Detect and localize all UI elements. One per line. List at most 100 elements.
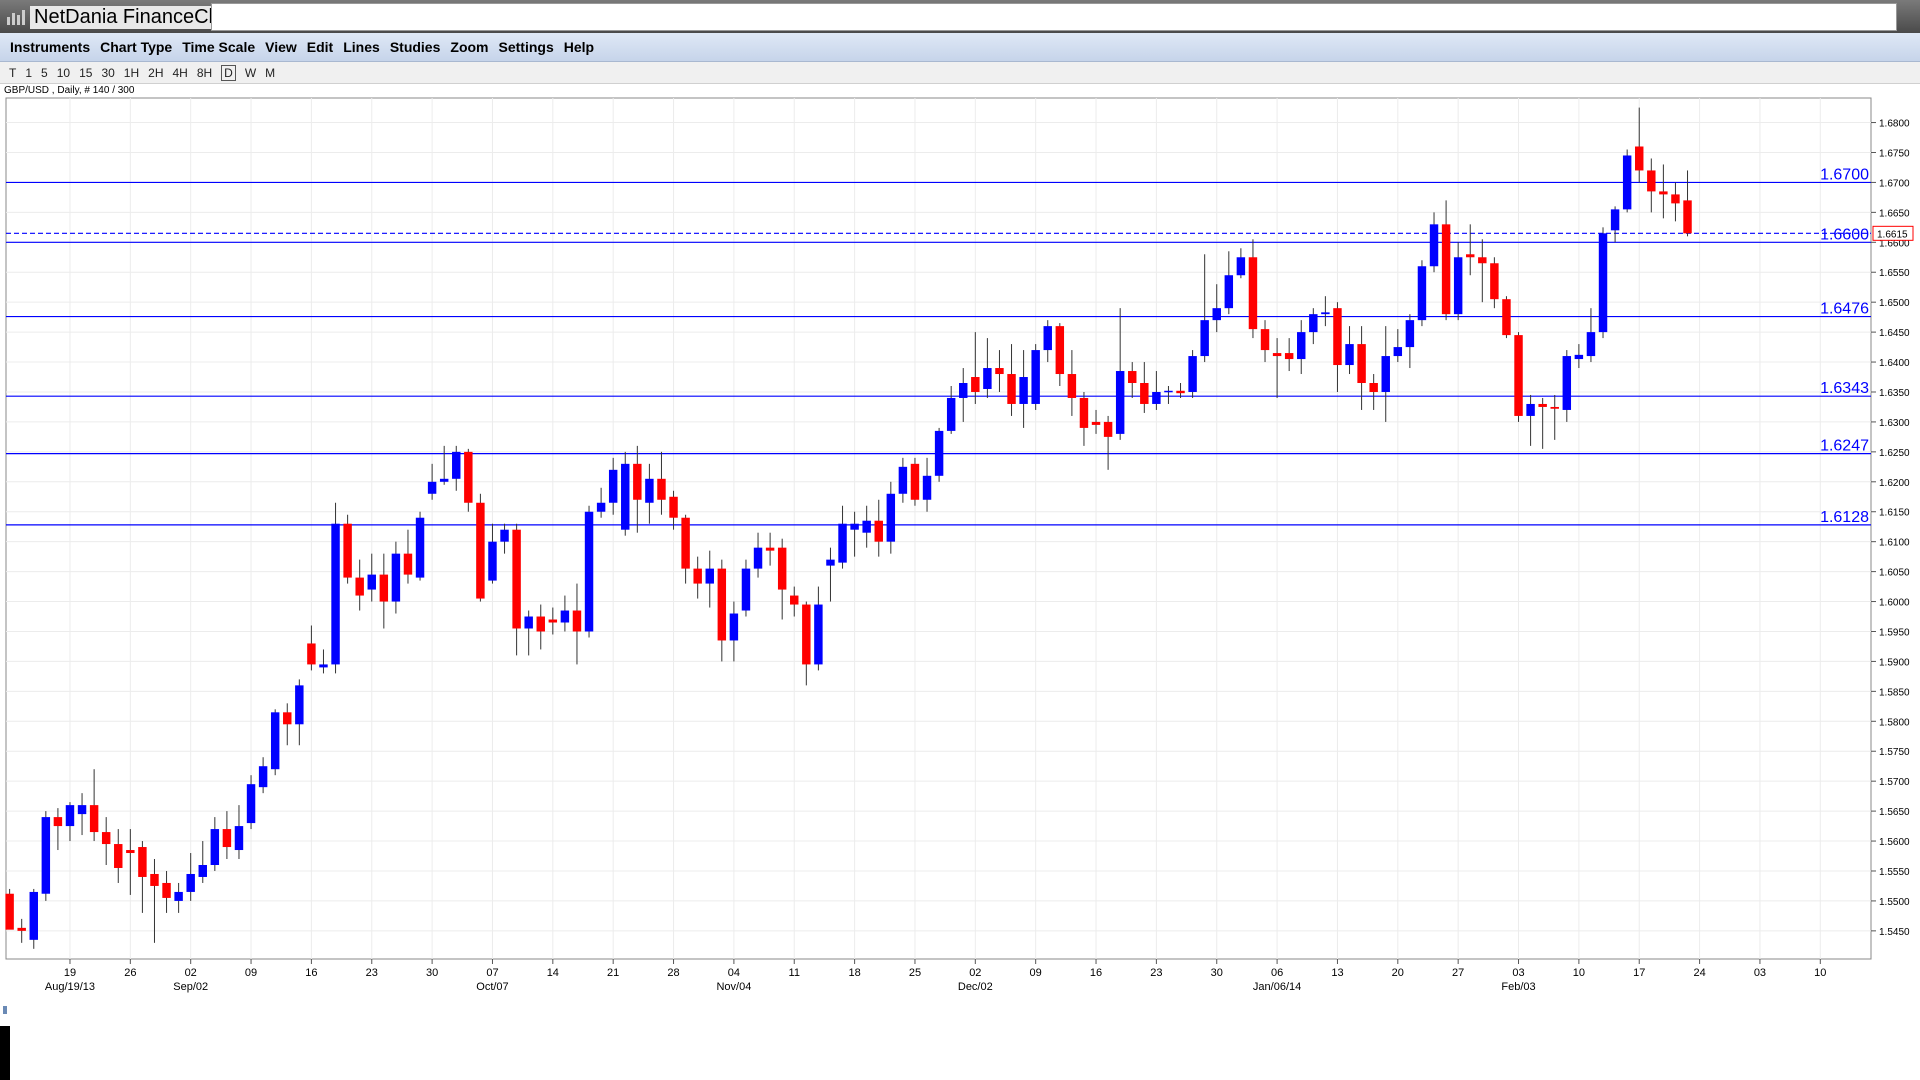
menu-item[interactable]: Chart Type (100, 39, 173, 55)
candle-body (1212, 308, 1221, 321)
x-period-label: Oct/07 (476, 981, 508, 993)
candle-body (1369, 383, 1378, 392)
y-tick-label: 1.6250 (1879, 448, 1910, 459)
toolbar-button[interactable]: W (244, 66, 257, 80)
candle-body (1164, 390, 1173, 393)
x-tick-label: 06 (1271, 967, 1283, 979)
y-tick-label: 1.5750 (1879, 747, 1910, 758)
y-tick-label: 1.5550 (1879, 867, 1910, 878)
title-field[interactable] (211, 3, 1897, 31)
candle-body (41, 817, 51, 894)
candle-body (29, 891, 38, 940)
menu-item[interactable]: Time Scale (182, 39, 256, 55)
candle-body (1297, 332, 1306, 360)
candle-body (222, 829, 232, 848)
candle-body (427, 481, 437, 494)
plot-area (5, 97, 1872, 960)
y-tick-label: 1.5850 (1879, 687, 1910, 698)
candle-body (1526, 403, 1535, 416)
candle-body (89, 805, 99, 833)
x-tick-label: 20 (1392, 967, 1404, 979)
candle-body (403, 553, 413, 575)
candle-body (1635, 146, 1644, 171)
candle-body (1140, 383, 1149, 404)
y-tick-label: 1.5500 (1879, 897, 1910, 908)
menu-item[interactable]: Studies (389, 39, 441, 55)
candle-body (1091, 421, 1101, 425)
y-tick-label: 1.5900 (1879, 657, 1910, 668)
candle-body (1659, 191, 1668, 195)
candle-body (343, 523, 352, 578)
candle-body (910, 463, 920, 500)
candle-body (1466, 254, 1475, 258)
candle-body (65, 805, 75, 827)
candle-body (1128, 371, 1137, 384)
menu-item[interactable]: View (265, 39, 297, 55)
candle-body (838, 523, 847, 563)
toolbar-button[interactable]: 2H (148, 66, 164, 80)
menu-item[interactable]: Help (563, 39, 595, 55)
candle-body (1393, 347, 1403, 357)
toolbar-button[interactable]: 10 (56, 66, 71, 80)
y-tick-label: 1.6750 (1879, 148, 1910, 159)
candle-body (753, 547, 763, 569)
candle-body (621, 463, 630, 530)
candle-body (1405, 320, 1415, 348)
y-tick-label: 1.6700 (1879, 178, 1910, 189)
candle-body (77, 805, 87, 815)
current-price-box (1872, 225, 1914, 241)
candle-body (1309, 314, 1318, 333)
toolbar-button[interactable]: 4H (172, 66, 188, 80)
status-bar (0, 1026, 10, 1080)
candle-body (1598, 233, 1608, 333)
menu-item[interactable]: Zoom (450, 39, 489, 55)
toolbar-button[interactable]: 5 (41, 66, 48, 80)
candle-body (1417, 266, 1427, 321)
menu-item[interactable]: Lines (343, 39, 380, 55)
x-tick-label: 16 (1090, 967, 1102, 979)
candle-body (765, 547, 775, 551)
candle-body (512, 529, 521, 629)
level-label: 1.6476 (1820, 301, 1869, 318)
menu-item[interactable]: Edit (306, 39, 334, 55)
toolbar-button[interactable]: T (9, 66, 17, 80)
candle-body (295, 685, 304, 725)
x-tick-label: 30 (1211, 967, 1223, 979)
x-tick-label: 09 (1030, 967, 1042, 979)
candle-body (946, 397, 956, 431)
candle-body (1333, 308, 1342, 366)
toolbar-button[interactable]: 15 (79, 66, 93, 80)
toolbar-button[interactable]: M (265, 66, 276, 80)
x-period-label: Dec/02 (958, 981, 993, 993)
toolbar-button[interactable]: 8H (196, 66, 213, 80)
candle-body (862, 520, 871, 533)
y-tick-label: 1.6100 (1879, 538, 1910, 549)
candle-body (355, 577, 364, 596)
menu-item[interactable]: Instruments (10, 39, 91, 55)
x-period-label: Jan/06/14 (1253, 981, 1301, 993)
toolbar-button[interactable]: 1H (123, 66, 140, 80)
candle-body (1321, 312, 1330, 315)
candle-body (1502, 299, 1511, 336)
candle-body (898, 466, 908, 494)
candle-body (1176, 390, 1185, 394)
x-tick-label: 19 (64, 967, 76, 979)
x-period-label: Nov/04 (716, 981, 751, 993)
candle-body (850, 523, 859, 530)
toolbar-button[interactable]: D (221, 65, 236, 81)
x-tick-label: 14 (547, 967, 559, 979)
x-tick-label: 11 (789, 967, 800, 979)
toolbar-button[interactable]: 1 (25, 66, 33, 80)
toolbar-button[interactable]: 30 (101, 66, 115, 80)
menu-item[interactable]: Settings (498, 39, 554, 55)
candle-body (319, 664, 328, 668)
candle-body (234, 826, 244, 851)
x-tick-label: 02 (185, 967, 197, 979)
candle-body (584, 511, 594, 632)
candle-body (959, 383, 968, 398)
y-tick-label: 1.6400 (1879, 358, 1910, 369)
candle-body (1067, 374, 1077, 398)
y-tick-label: 1.6200 (1879, 478, 1910, 489)
x-tick-label: 30 (426, 967, 438, 979)
candle-body (717, 568, 727, 641)
